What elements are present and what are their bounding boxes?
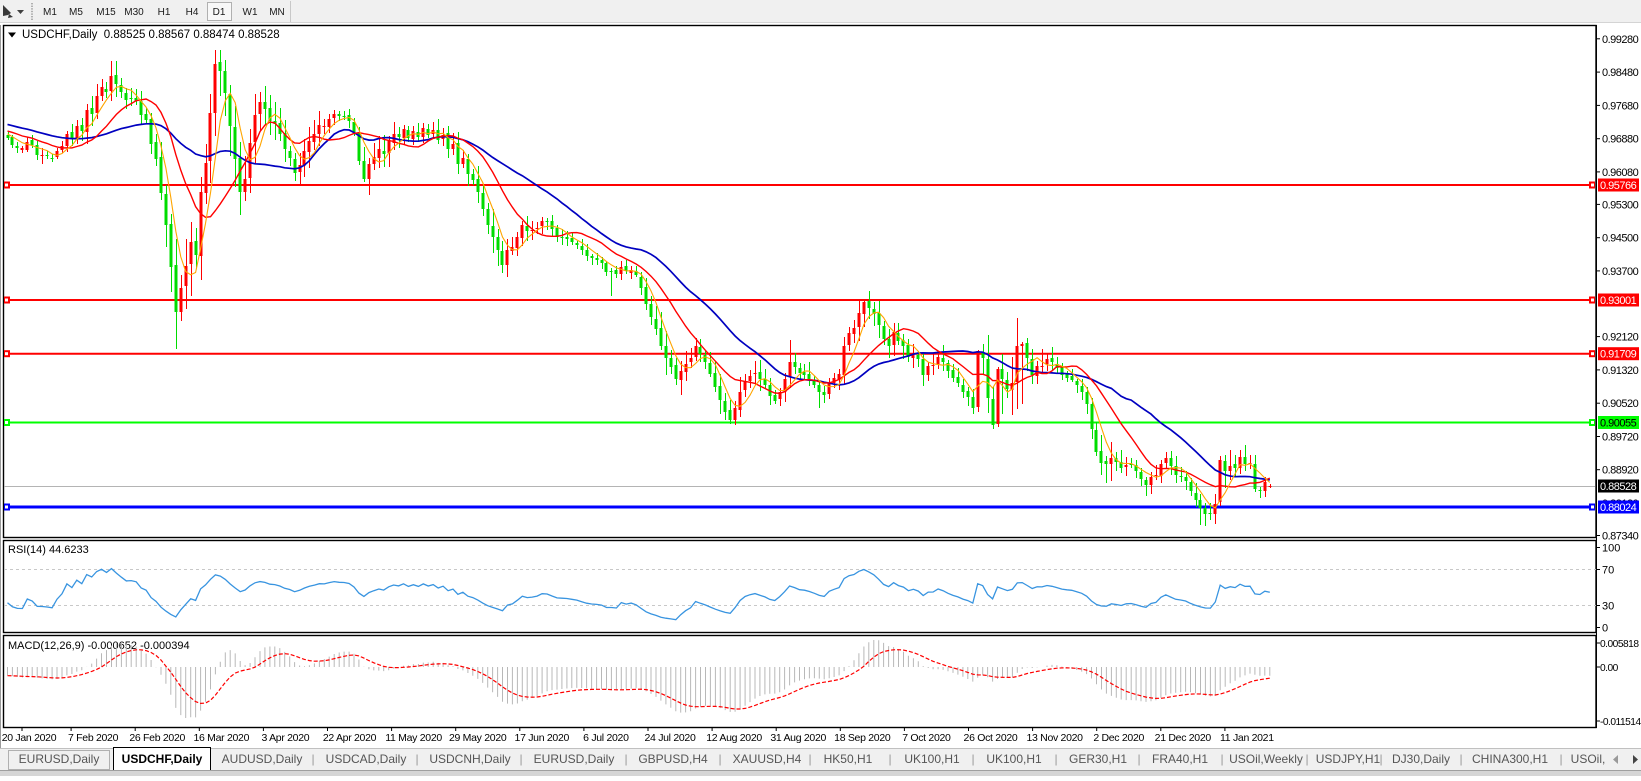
svg-text:XAUUSD,H4: XAUUSD,H4 (733, 752, 802, 766)
svg-text:|: | (971, 752, 974, 766)
svg-text:0.94500: 0.94500 (1602, 233, 1639, 245)
svg-text:UK100,H1: UK100,H1 (904, 752, 960, 766)
svg-text:0.88528: 0.88528 (1600, 481, 1637, 493)
svg-text:-0.011514: -0.011514 (1600, 717, 1641, 728)
svg-text:13 Nov 2020: 13 Nov 2020 (1026, 732, 1083, 744)
svg-text:16 Mar 2020: 16 Mar 2020 (193, 732, 249, 744)
svg-text:26 Oct 2020: 26 Oct 2020 (964, 732, 1018, 744)
svg-text:HK50,H1: HK50,H1 (824, 752, 873, 766)
svg-text:0.99280: 0.99280 (1602, 34, 1639, 46)
svg-text:0.87340: 0.87340 (1602, 531, 1639, 543)
svg-text:USDJPY,H1: USDJPY,H1 (1316, 752, 1381, 766)
svg-text:70: 70 (1602, 565, 1614, 577)
svg-text:100: 100 (1602, 543, 1620, 555)
svg-text:USDCHF,Daily 0.88525 0.88567: USDCHF,Daily 0.88525 0.88567 0.88474 0.8… (22, 29, 280, 41)
svg-text:USDCAD,Daily: USDCAD,Daily (326, 752, 407, 766)
svg-text:|: | (1459, 752, 1462, 766)
svg-text:31 Aug 2020: 31 Aug 2020 (770, 732, 826, 744)
svg-text:|: | (1379, 752, 1382, 766)
svg-text:EURUSD,Daily: EURUSD,Daily (19, 752, 100, 766)
svg-text:29 May 2020: 29 May 2020 (449, 732, 507, 744)
svg-text:|: | (888, 752, 891, 766)
svg-text:USOil,Weekly: USOil,Weekly (1229, 752, 1303, 766)
svg-text:0: 0 (1602, 623, 1608, 635)
svg-text:0.93700: 0.93700 (1602, 266, 1639, 278)
svg-text:11 May 2020: 11 May 2020 (385, 732, 442, 744)
svg-text:30: 30 (1602, 601, 1614, 613)
svg-text:22 Apr 2020: 22 Apr 2020 (323, 732, 377, 744)
svg-text:M15: M15 (96, 7, 116, 18)
svg-text:GBPUSD,H4: GBPUSD,H4 (638, 752, 708, 766)
svg-text:3 Apr 2020: 3 Apr 2020 (262, 732, 310, 744)
svg-text:0.005818: 0.005818 (1600, 639, 1639, 650)
svg-text:0.96880: 0.96880 (1602, 134, 1639, 146)
svg-text:W1: W1 (243, 7, 258, 18)
svg-text:CHINA300,H1: CHINA300,H1 (1472, 752, 1548, 766)
svg-text:0.00: 0.00 (1600, 663, 1619, 674)
svg-text:H4: H4 (186, 7, 199, 18)
svg-text:0.88024: 0.88024 (1600, 502, 1637, 514)
svg-text:|: | (311, 752, 314, 766)
svg-text:0.89720: 0.89720 (1602, 432, 1639, 444)
svg-text:0.91709: 0.91709 (1600, 349, 1637, 361)
svg-text:0.91320: 0.91320 (1602, 365, 1639, 377)
svg-text:18 Sep 2020: 18 Sep 2020 (834, 732, 891, 744)
svg-text:0.95766: 0.95766 (1600, 180, 1637, 192)
svg-text:|: | (1305, 752, 1308, 766)
svg-text:12 Aug 2020: 12 Aug 2020 (706, 732, 762, 744)
svg-text:MACD(12,26,9) -0.000652 -0.000: MACD(12,26,9) -0.000652 -0.000394 (8, 640, 190, 652)
svg-text:USDCHF,Daily: USDCHF,Daily (122, 752, 203, 766)
svg-text:|: | (808, 752, 811, 766)
svg-text:|: | (1559, 752, 1562, 766)
svg-text:0.98480: 0.98480 (1602, 67, 1639, 79)
svg-text:0.97680: 0.97680 (1602, 100, 1639, 112)
svg-text:EURUSD,Daily: EURUSD,Daily (534, 752, 615, 766)
svg-text:7 Feb 2020: 7 Feb 2020 (68, 732, 119, 744)
svg-text:|: | (1054, 752, 1057, 766)
svg-text:D1: D1 (213, 7, 226, 18)
svg-text:0.88920: 0.88920 (1602, 465, 1639, 477)
svg-text:AUDUSD,Daily: AUDUSD,Daily (222, 752, 303, 766)
svg-text:0.92120: 0.92120 (1602, 332, 1639, 344)
svg-text:GER30,H1: GER30,H1 (1069, 752, 1127, 766)
svg-text:26 Feb 2020: 26 Feb 2020 (129, 732, 185, 744)
svg-text:20 Jan 2020: 20 Jan 2020 (2, 732, 57, 744)
svg-text:FRA40,H1: FRA40,H1 (1152, 752, 1208, 766)
svg-text:|: | (624, 752, 627, 766)
svg-text:|: | (1220, 752, 1223, 766)
svg-text:2 Dec 2020: 2 Dec 2020 (1093, 732, 1144, 744)
svg-text:|: | (718, 752, 721, 766)
svg-text:UK100,H1: UK100,H1 (986, 752, 1042, 766)
svg-text:11 Jan 2021: 11 Jan 2021 (1220, 732, 1274, 744)
svg-text:|: | (519, 752, 522, 766)
svg-text:24 Jul 2020: 24 Jul 2020 (645, 732, 696, 744)
svg-text:|: | (1137, 752, 1140, 766)
svg-text:0.96080: 0.96080 (1602, 167, 1639, 179)
svg-text:7 Oct 2020: 7 Oct 2020 (902, 732, 951, 744)
svg-text:H1: H1 (158, 7, 171, 18)
svg-text:6 Jul 2020: 6 Jul 2020 (583, 732, 629, 744)
svg-text:RSI(14) 44.6233: RSI(14) 44.6233 (8, 544, 89, 556)
svg-text:DJ30,Daily: DJ30,Daily (1392, 752, 1450, 766)
svg-text:USOil,: USOil, (1571, 752, 1606, 766)
svg-text:0.95300: 0.95300 (1602, 199, 1639, 211)
svg-text:M5: M5 (69, 7, 83, 18)
svg-text:M30: M30 (124, 7, 144, 18)
svg-text:0.90055: 0.90055 (1600, 418, 1637, 430)
svg-text:0.90520: 0.90520 (1602, 398, 1639, 410)
svg-text:|: | (415, 752, 418, 766)
svg-text:MN: MN (269, 7, 285, 18)
svg-text:USDCNH,Daily: USDCNH,Daily (429, 752, 510, 766)
svg-text:M1: M1 (43, 7, 57, 18)
svg-text:17 Jun 2020: 17 Jun 2020 (515, 732, 570, 744)
svg-text:0.93001: 0.93001 (1600, 295, 1637, 307)
svg-text:21 Dec 2020: 21 Dec 2020 (1155, 732, 1212, 744)
